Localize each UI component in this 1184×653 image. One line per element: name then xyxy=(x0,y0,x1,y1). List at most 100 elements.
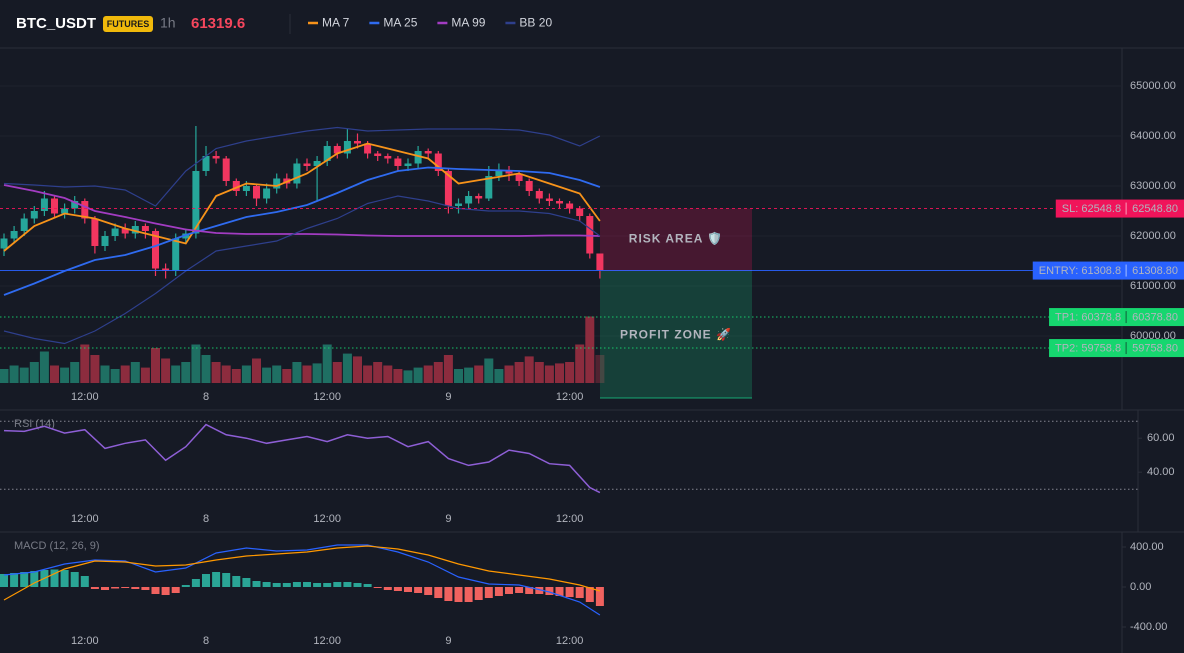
volume-bar xyxy=(565,362,575,383)
level-price: 60378.80 xyxy=(1132,311,1178,323)
histogram-bar xyxy=(101,587,109,590)
x-tick-label: 12:00 xyxy=(313,635,341,647)
legend-label: MA 99 xyxy=(451,16,485,30)
volume-bar xyxy=(29,362,39,383)
volume-bar xyxy=(39,351,49,383)
histogram-bar xyxy=(80,576,89,587)
histogram-bar xyxy=(434,587,443,598)
legend-label: MA 7 xyxy=(322,16,350,30)
histogram-bar xyxy=(323,583,332,587)
volume-bar xyxy=(403,370,413,383)
volume-bar xyxy=(555,363,564,383)
histogram-bar xyxy=(474,587,483,600)
histogram-bar xyxy=(0,574,8,587)
candle-body xyxy=(152,231,159,269)
histogram-bar xyxy=(262,582,271,587)
x-tick-label: 9 xyxy=(445,391,451,403)
zone-label: RISK AREA 🛡️ xyxy=(629,232,723,246)
volume-bar xyxy=(423,365,433,383)
histogram-bar xyxy=(30,571,39,587)
volume-bar xyxy=(70,362,80,383)
volume-bar xyxy=(353,356,362,383)
histogram-bar xyxy=(10,573,19,587)
volume-bar xyxy=(504,365,514,383)
histogram-bar xyxy=(272,583,281,587)
volume-bar xyxy=(231,369,241,383)
histogram-bar xyxy=(131,587,140,589)
panel-label: MACD (12, 26, 9) xyxy=(14,540,100,552)
histogram-bar xyxy=(575,587,584,598)
histogram-bar xyxy=(363,584,372,587)
y-tick-label: 60.00 xyxy=(1147,432,1175,444)
histogram-bar xyxy=(454,587,463,602)
volume-bar xyxy=(191,344,201,383)
frame xyxy=(0,14,1184,653)
level-label: TP1: 60378.8 xyxy=(1055,311,1121,323)
header: BTC_USDT FUTURES 1h 61319.6 xyxy=(16,15,245,32)
volume-bar xyxy=(373,362,383,383)
volume-bar xyxy=(201,355,211,383)
candle-body xyxy=(192,171,200,234)
x-tick-label: 12:00 xyxy=(71,513,99,525)
histogram-bar xyxy=(555,587,564,596)
y-tick-label: 62000.00 xyxy=(1130,230,1176,242)
y-tick-label: 63000.00 xyxy=(1130,180,1176,192)
histogram-bar xyxy=(343,582,352,587)
candle-body xyxy=(182,233,190,239)
candle-body xyxy=(71,201,79,209)
histogram-bar xyxy=(222,573,231,587)
volume-bar xyxy=(363,365,373,383)
x-tick-label: 12:00 xyxy=(313,391,341,403)
volume-bar xyxy=(534,362,544,383)
volume-bar xyxy=(443,355,453,383)
bb-upper xyxy=(3,126,601,207)
candle-body xyxy=(566,203,574,209)
rsi-line xyxy=(3,423,601,494)
candle-body xyxy=(293,163,301,184)
x-tick-label: 12:00 xyxy=(71,635,99,647)
x-tick-label: 8 xyxy=(203,513,209,525)
histogram-bar xyxy=(60,570,69,587)
candle-body xyxy=(51,198,58,214)
x-tick-label: 12:00 xyxy=(71,391,99,403)
histogram-bar xyxy=(393,587,402,591)
zone xyxy=(600,270,752,398)
volume-bar xyxy=(322,344,332,383)
volume-bar xyxy=(464,367,474,383)
candle-body xyxy=(202,156,210,171)
level-label: TP2: 59758.8 xyxy=(1055,342,1121,354)
x-tick-label: 12:00 xyxy=(556,635,584,647)
volume-bar xyxy=(80,344,90,383)
volume-bar xyxy=(383,365,393,383)
candle-body xyxy=(444,171,452,206)
ma-line xyxy=(3,166,601,296)
candle-body xyxy=(61,208,69,214)
candle-body xyxy=(253,186,260,199)
histogram-bar xyxy=(333,582,342,587)
histogram-bar xyxy=(505,587,513,594)
volume-bar xyxy=(332,362,342,383)
candle-body xyxy=(343,141,351,154)
candle-body xyxy=(515,173,523,181)
histogram-bar xyxy=(171,587,180,593)
histogram-bar xyxy=(232,576,241,587)
volume-bar xyxy=(595,355,605,383)
legend-label: MA 25 xyxy=(383,16,417,30)
candle-body xyxy=(576,208,584,216)
candle-body xyxy=(242,186,250,191)
histogram-bar xyxy=(313,583,322,587)
volume-bar xyxy=(575,344,585,383)
volume-bar xyxy=(342,353,352,383)
interval: 1h xyxy=(160,15,176,31)
level-label-bg xyxy=(1032,261,1184,280)
macd-line xyxy=(3,544,601,616)
badge: FUTURES xyxy=(107,19,150,29)
volume-bar xyxy=(393,369,403,383)
volume-bar xyxy=(181,362,191,383)
histogram-bar xyxy=(484,587,493,598)
candle-body xyxy=(495,171,503,176)
histogram-bar xyxy=(515,587,524,593)
histogram-bar xyxy=(292,582,301,587)
volume-bar xyxy=(282,369,292,383)
